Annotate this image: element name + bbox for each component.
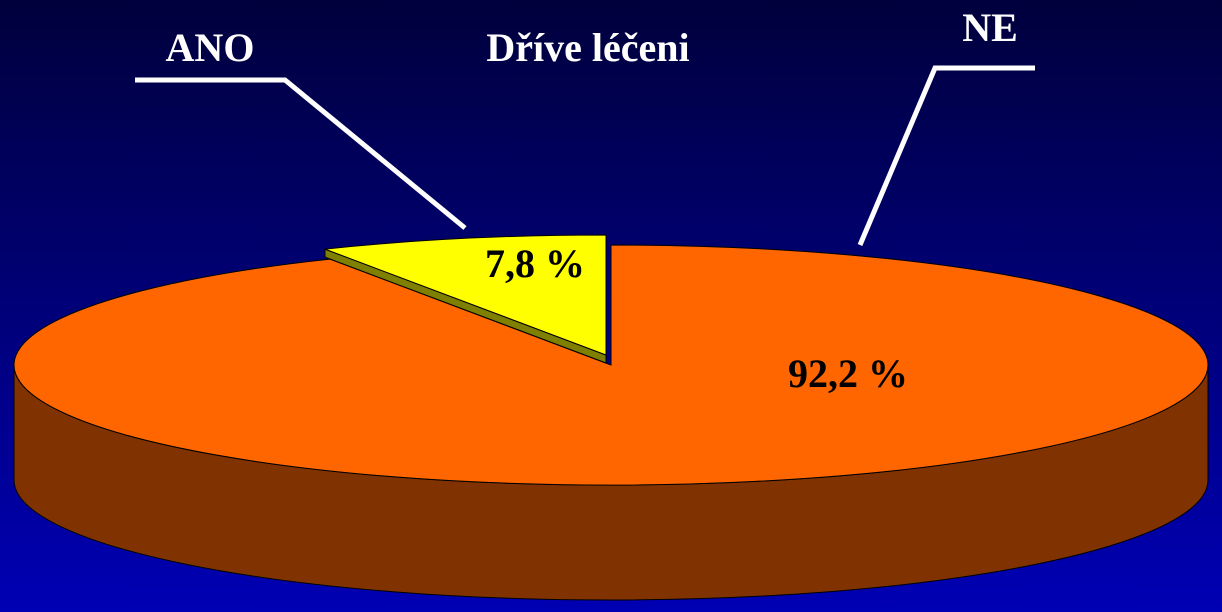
data-label: 7,8 % — [485, 241, 585, 286]
category-label: NE — [962, 5, 1018, 50]
leader-line — [135, 77, 467, 230]
chart-title: Dříve léčeni — [486, 25, 689, 70]
pie-slice — [324, 234, 607, 356]
pie-slice — [13, 244, 1209, 486]
leader-line — [857, 65, 1035, 246]
category-label: ANO — [166, 25, 255, 70]
data-label: 92,2 % — [788, 351, 908, 396]
